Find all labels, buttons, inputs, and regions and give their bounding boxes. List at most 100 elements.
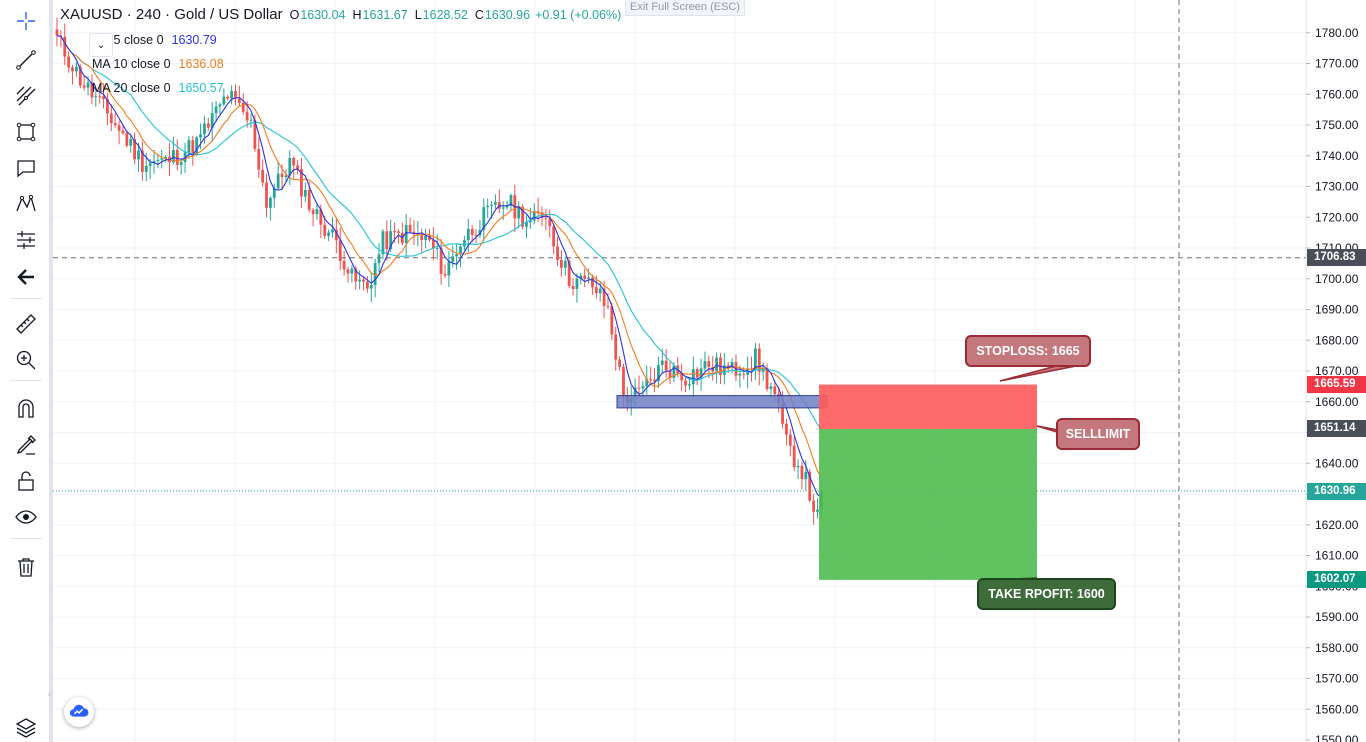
candle-body bbox=[785, 423, 788, 435]
candle-body bbox=[610, 306, 614, 335]
target-price-label: 1602.07 bbox=[1307, 571, 1366, 589]
candle-body bbox=[494, 202, 497, 205]
ma5-line bbox=[56, 35, 822, 498]
candle-body bbox=[362, 279, 365, 282]
indicator-ma5[interactable]: MA 5 close 0 1630.79 bbox=[92, 28, 621, 52]
candle-body bbox=[420, 233, 424, 240]
candle-body bbox=[179, 162, 183, 165]
candle-body bbox=[307, 190, 311, 210]
candle-body bbox=[199, 134, 202, 138]
rectangle-icon[interactable] bbox=[9, 117, 43, 147]
magnet-icon[interactable] bbox=[9, 394, 43, 424]
toolbar-divider bbox=[10, 538, 42, 539]
candle-body bbox=[94, 96, 98, 98]
candle-body bbox=[319, 209, 323, 225]
candle-body bbox=[688, 384, 691, 386]
candle-body bbox=[699, 368, 703, 378]
trash-icon[interactable] bbox=[9, 552, 43, 582]
back-arrow-icon[interactable] bbox=[9, 262, 43, 292]
candle-body bbox=[331, 229, 334, 233]
symbol-line: XAUUSD · 240 · Gold / US Dollar O1630.04… bbox=[60, 6, 621, 28]
candle-body bbox=[366, 281, 369, 289]
toolbar-collapse-handle[interactable]: ‹ bbox=[47, 689, 52, 700]
candle-body bbox=[754, 348, 757, 370]
candle-body bbox=[296, 165, 299, 170]
candle-body bbox=[269, 197, 272, 208]
candle-body bbox=[816, 509, 819, 512]
candle-body bbox=[140, 150, 144, 172]
axis-tick-label: 1670.00 bbox=[1315, 364, 1359, 378]
candle-body bbox=[579, 275, 583, 279]
candle-body bbox=[327, 232, 330, 236]
candle-body bbox=[672, 365, 676, 378]
candle-body bbox=[342, 261, 346, 270]
zoom-in-icon[interactable] bbox=[9, 345, 43, 375]
layers-icon[interactable] bbox=[14, 716, 38, 740]
text-note-icon[interactable] bbox=[9, 153, 43, 183]
candle-body bbox=[525, 222, 528, 227]
take-profit-callout[interactable]: TAKE RPOFIT: 1600 bbox=[977, 578, 1116, 610]
exit-full-screen-button[interactable]: Exit Full Screen (ESC) bbox=[625, 0, 745, 16]
candle-body bbox=[641, 386, 645, 389]
ruler-icon[interactable] bbox=[9, 309, 43, 339]
candle-body bbox=[563, 260, 567, 268]
candle-body bbox=[218, 104, 222, 107]
unlock-icon[interactable] bbox=[9, 466, 43, 496]
stop-loss-zone[interactable] bbox=[819, 384, 1037, 429]
candle-body bbox=[486, 205, 490, 208]
trend-line-icon[interactable] bbox=[9, 45, 43, 75]
candle-body bbox=[602, 288, 606, 306]
candle-body bbox=[206, 123, 210, 128]
candle-body bbox=[257, 148, 261, 170]
crosshair-icon[interactable] bbox=[9, 6, 43, 36]
candle-body bbox=[660, 360, 664, 365]
indicator-ma20[interactable]: MA 20 close 0 1650.57 bbox=[92, 76, 621, 100]
candle-body bbox=[71, 67, 74, 72]
candle-body bbox=[276, 173, 280, 189]
drawing-toolbar: ‹ bbox=[0, 0, 53, 742]
legend-collapse-button[interactable]: ⌄ bbox=[89, 33, 113, 57]
cloud-logo-icon bbox=[69, 704, 89, 717]
tradingview-logo[interactable] bbox=[64, 697, 94, 727]
prediction-icon[interactable] bbox=[9, 225, 43, 255]
stoploss-callout[interactable]: STOPLOSS: 1665 bbox=[965, 335, 1091, 367]
pattern-icon[interactable] bbox=[9, 189, 43, 219]
candle-body bbox=[323, 224, 327, 236]
candle-body bbox=[649, 378, 653, 380]
candle-body bbox=[478, 229, 482, 236]
axis-tick-label: 1770.00 bbox=[1315, 57, 1359, 71]
axis-tick-label: 1750.00 bbox=[1315, 118, 1359, 132]
candle-body bbox=[435, 247, 439, 249]
candle-body bbox=[102, 96, 105, 100]
candle-body bbox=[536, 211, 540, 213]
price-chart[interactable]: 1550.001560.001570.001580.001590.001600.… bbox=[53, 0, 1366, 742]
candle-body bbox=[532, 211, 536, 221]
axis-tick-label: 1550.00 bbox=[1315, 733, 1359, 742]
candle-body bbox=[606, 305, 610, 307]
eye-icon[interactable] bbox=[9, 502, 43, 532]
indicator-list: MA 5 close 0 1630.79 MA 10 close 0 1636.… bbox=[92, 28, 621, 100]
take-profit-zone[interactable] bbox=[819, 428, 1037, 580]
candle-body bbox=[385, 231, 389, 250]
candle-body bbox=[490, 204, 493, 206]
support-zone-rectangle[interactable] bbox=[616, 395, 828, 409]
candle-body bbox=[505, 206, 509, 208]
candle-body bbox=[684, 380, 687, 386]
fib-retracement-icon[interactable] bbox=[9, 81, 43, 111]
candle-body bbox=[521, 206, 524, 227]
candle-body bbox=[424, 235, 427, 240]
candle-body bbox=[292, 157, 296, 166]
symbol-title[interactable]: XAUUSD · 240 · Gold / US Dollar bbox=[60, 6, 283, 23]
candle-body bbox=[381, 231, 385, 255]
candle-body bbox=[187, 140, 191, 153]
selllimit-callout[interactable]: SELLLIMIT bbox=[1056, 418, 1140, 450]
indicator-ma10[interactable]: MA 10 close 0 1636.08 bbox=[92, 52, 621, 76]
candle-body bbox=[556, 246, 559, 260]
candle-body bbox=[459, 246, 462, 255]
candle-body bbox=[482, 207, 486, 230]
candle-body bbox=[587, 277, 590, 279]
axis-tick-label: 1740.00 bbox=[1315, 149, 1359, 163]
lock-drawing-icon[interactable] bbox=[9, 430, 43, 460]
candle-body bbox=[148, 163, 152, 166]
